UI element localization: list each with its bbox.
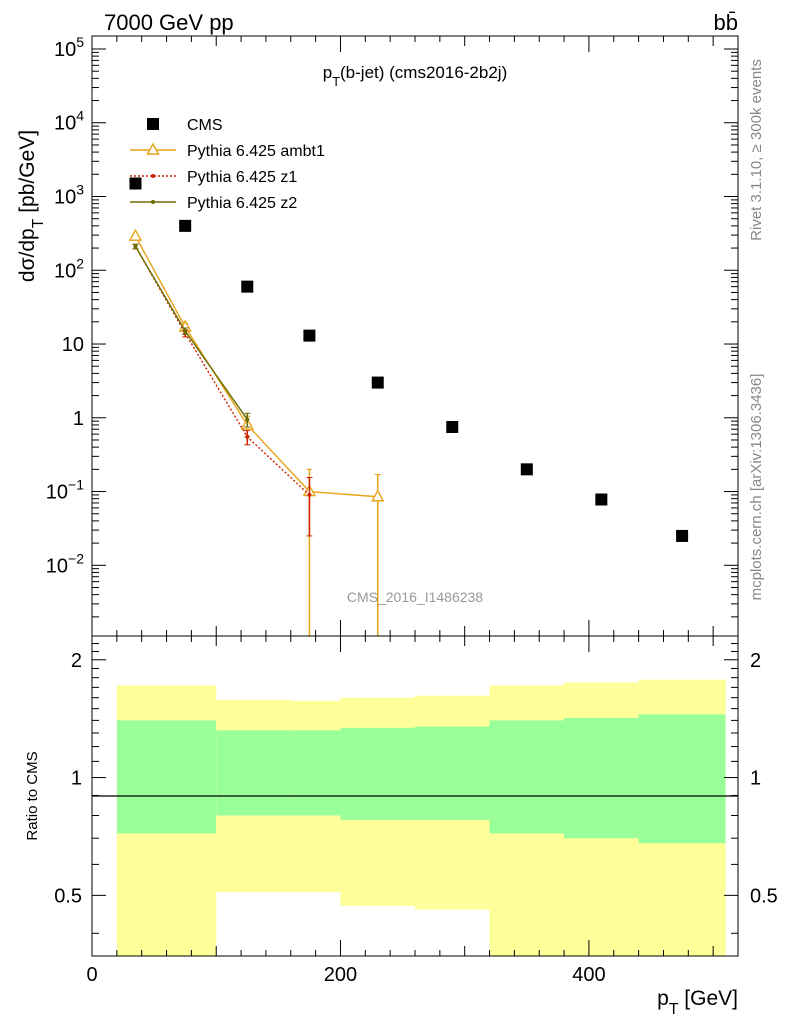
process-label: bb̄ <box>714 10 738 35</box>
ratio-y-tick-label: 0.5 <box>54 885 82 907</box>
y-tick-label: 10 <box>62 334 84 356</box>
series-line <box>134 246 248 420</box>
rivet-version-text: Rivet 3.1.10, ≥ 300k events <box>748 59 765 241</box>
series-line <box>134 235 378 498</box>
legend-item: Pythia 6.425 z2 <box>130 195 297 212</box>
ratio-inner-band <box>216 730 291 816</box>
series-point <box>371 489 385 502</box>
y-tick-label: 10−2 <box>46 550 84 577</box>
ratio-inner-band <box>638 714 726 844</box>
ratio-plot: 0.5 0.5 1 1 2 2 0 200 400 Ratio to CMS pT [GeV] <box>24 635 778 1018</box>
y-tick-label: 10−1 <box>46 477 84 504</box>
legend-item: Pythia 6.425 z1 <box>130 169 297 186</box>
series-point <box>307 492 312 497</box>
cms-data-point <box>129 177 142 190</box>
y-tick-label: 104 <box>54 108 84 135</box>
cms-data-point <box>676 529 689 542</box>
legend-marker <box>147 118 159 130</box>
ratio-inner-band <box>116 720 217 834</box>
y-tick-label: 105 <box>54 34 84 61</box>
legend-item: Pythia 6.425 ambt1 <box>130 142 325 160</box>
series-cms <box>129 177 689 542</box>
y-tick-label: 103 <box>54 182 84 209</box>
ratio-y-tick-label: 2 <box>71 650 82 672</box>
x-axis-label: pT [GeV] <box>657 987 738 1018</box>
collision-label: 7000 GeV pp <box>104 10 234 35</box>
ratio-inner-band <box>340 727 415 820</box>
series-pythia-6-425-z2 <box>132 243 251 428</box>
y-axis-label: dσ/dpT [pb/GeV] <box>16 130 47 282</box>
legend: CMS Pythia 6.425 ambt1 Pythia 6.425 z1 Pyth… <box>130 117 325 212</box>
x-tick-label: 400 <box>572 964 605 986</box>
legend-marker <box>151 174 155 178</box>
ratio-inner-band <box>415 726 490 820</box>
ratio-y-tick-label: 1 <box>750 768 761 790</box>
legend-label: CMS <box>187 117 223 134</box>
cms-data-point <box>595 493 608 506</box>
legend-label: Pythia 6.425 z1 <box>187 169 297 186</box>
series-point <box>183 329 188 334</box>
legend-item: CMS <box>147 117 223 134</box>
y-tick-label: 1 <box>73 408 84 430</box>
series-point <box>128 228 143 241</box>
x-tick-label: 0 <box>86 964 97 986</box>
ratio-y-tick-label: 0.5 <box>750 885 778 907</box>
ratio-y-tick-label: 2 <box>750 650 761 672</box>
mcplots-source-text: mcplots.cern.ch [arXiv:1306.3436] <box>748 374 765 601</box>
x-tick-label: 200 <box>324 964 357 986</box>
cms-data-point <box>303 329 316 342</box>
analysis-watermark: CMS_2016_I1486238 <box>347 589 483 605</box>
ratio-y-tick-label: 1 <box>71 768 82 790</box>
series-point <box>245 434 250 439</box>
legend-marker <box>146 142 160 155</box>
cms-data-point <box>371 376 384 389</box>
series-point <box>245 417 250 422</box>
ratio-y-axis-label: Ratio to CMS <box>24 751 41 840</box>
cms-data-point <box>179 219 192 232</box>
series-point <box>133 244 138 249</box>
ratio-inner-band <box>489 720 565 834</box>
plot-title: pT(b-jet) (cms2016-2b2j) <box>323 63 508 89</box>
cms-data-point <box>446 420 459 433</box>
legend-marker <box>151 200 155 204</box>
y-tick-label: 102 <box>54 255 84 282</box>
cms-data-point <box>520 463 533 476</box>
legend-label: Pythia 6.425 ambt1 <box>187 143 325 160</box>
series-pythia-6-425-ambt1 <box>128 228 385 636</box>
cms-data-point <box>241 280 254 293</box>
legend-label: Pythia 6.425 z2 <box>187 195 297 212</box>
main-plot: 10−2 10−1 1 10 102 103 104 105 CMS_2016_I148623… <box>16 34 739 637</box>
ratio-inner-band <box>290 730 341 816</box>
ratio-inner-band <box>564 717 639 839</box>
